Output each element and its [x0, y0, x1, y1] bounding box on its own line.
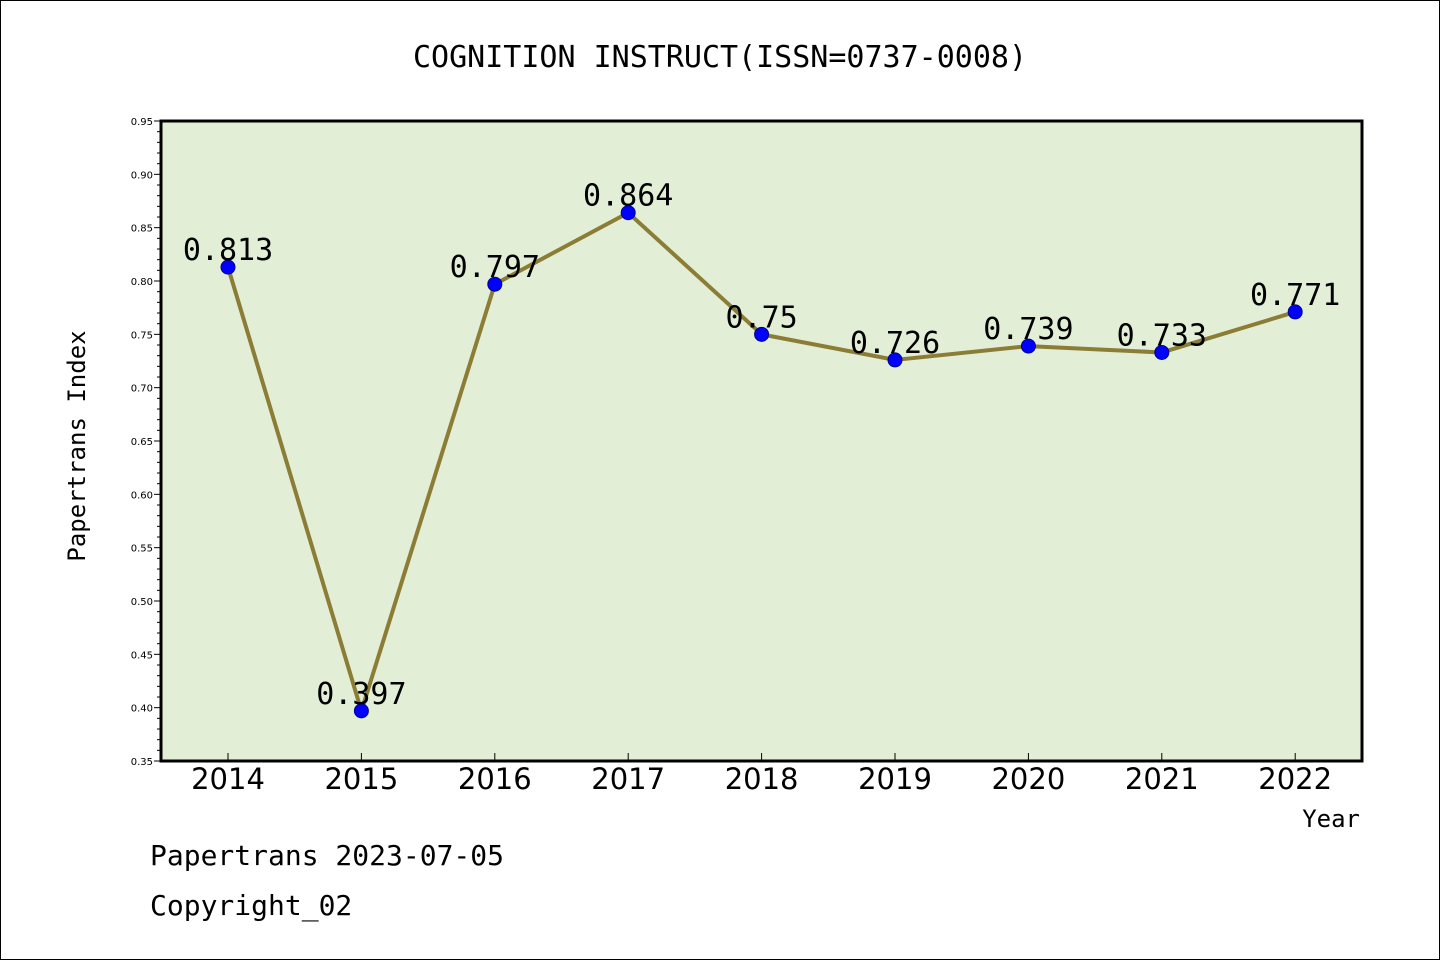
x-tick-label: 2016 — [458, 762, 532, 796]
plot-area — [161, 121, 1362, 761]
data-label: 0.739 — [983, 312, 1073, 347]
y-tick-label: 0.95 — [131, 117, 153, 128]
x-axis-label: Year — [1302, 805, 1360, 833]
data-point — [353, 703, 369, 719]
x-tick-label: 2018 — [725, 762, 799, 796]
data-label: 0.797 — [450, 250, 540, 285]
data-label: 0.813 — [183, 233, 273, 268]
data-label: 0.397 — [316, 677, 406, 712]
y-tick-label: 0.45 — [131, 650, 153, 661]
x-tick-label: 2022 — [1258, 762, 1332, 796]
y-tick-label: 0.35 — [131, 757, 153, 768]
series-markers — [220, 205, 1303, 719]
data-point — [1020, 338, 1036, 354]
y-tick-label: 0.80 — [131, 277, 153, 288]
plot-frame — [159, 119, 1364, 763]
x-tick-label: 2021 — [1125, 762, 1199, 796]
x-tick-label: 2019 — [858, 762, 932, 796]
x-tick-label: 2014 — [191, 762, 265, 796]
data-point — [620, 205, 636, 221]
data-point — [1287, 304, 1303, 320]
y-axis-ticks: 0.35 0.40 0.45 0.50 0.55 0.60 0.65 0.70 0.75 0.80… — [131, 117, 161, 768]
y-tick-label: 0.85 — [131, 224, 153, 235]
footer-date: Papertrans 2023-07-05 — [150, 839, 504, 872]
x-tick-label: 2017 — [591, 762, 665, 796]
data-point — [754, 326, 770, 342]
footer-copyright: Copyright_02 — [150, 889, 352, 923]
x-axis-ticks: 2014 2015 2016 2017 2018 2019 2020 2021 2022 — [191, 753, 1332, 796]
data-label: 0.75 — [725, 300, 797, 335]
x-tick-label: 2015 — [324, 762, 398, 796]
y-tick-label: 0.60 — [131, 490, 153, 501]
data-label: 0.733 — [1117, 318, 1207, 353]
y-tick-label: 0.70 — [131, 384, 153, 395]
data-point — [487, 276, 503, 292]
x-tick-label: 2020 — [991, 762, 1065, 796]
data-labels: 0.813 0.397 0.797 0.864 0.75 0.726 0.739 0.733 0… — [183, 179, 1341, 712]
data-point — [220, 259, 236, 275]
data-label: 0.771 — [1250, 278, 1340, 313]
y-tick-label: 0.90 — [131, 170, 153, 181]
y-tick-label: 0.75 — [131, 330, 153, 341]
y-tick-label: 0.55 — [131, 544, 153, 555]
y-tick-label: 0.65 — [131, 437, 153, 448]
data-label: 0.864 — [583, 179, 673, 214]
data-point — [887, 352, 903, 368]
data-point — [1154, 344, 1170, 360]
y-axis-label: Papertrans Index — [63, 330, 91, 561]
y-tick-label: 0.50 — [131, 597, 153, 608]
chart-title: COGNITION INSTRUCT(ISSN=0737-0008) — [413, 40, 1027, 75]
y-tick-label: 0.40 — [131, 704, 153, 715]
data-label: 0.726 — [850, 326, 940, 361]
